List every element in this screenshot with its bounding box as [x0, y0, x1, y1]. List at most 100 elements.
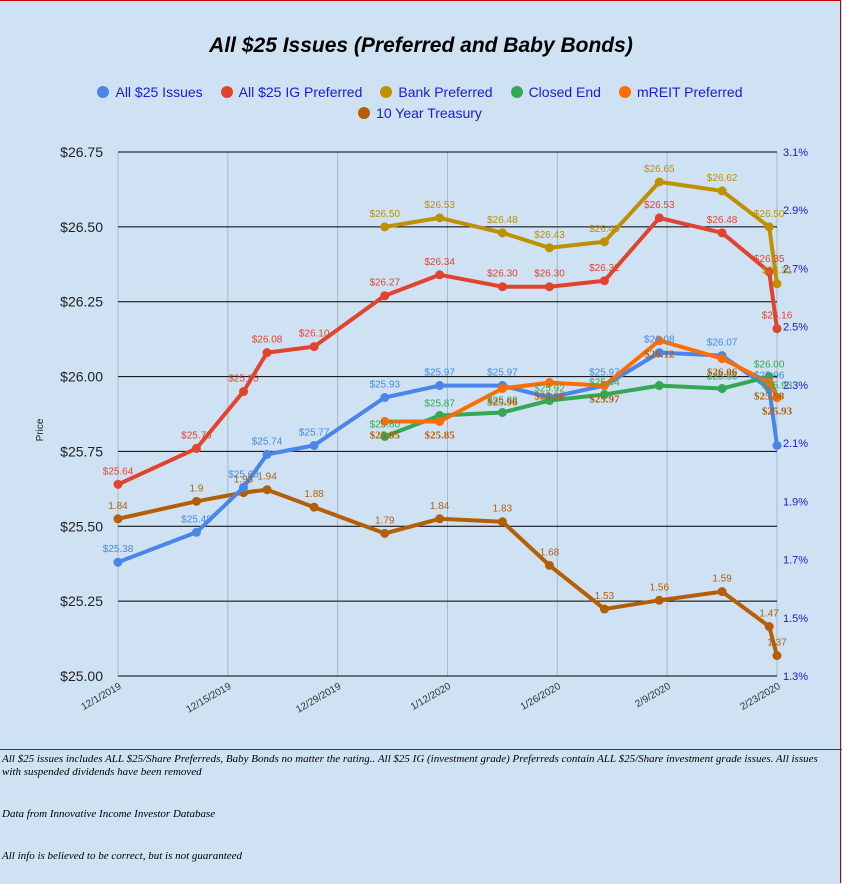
data-point-treasury	[435, 514, 445, 524]
legend-item-treasury: 10 Year Treasury	[358, 103, 482, 124]
data-label-all25: $25.77	[299, 427, 330, 438]
y-tick-label: $26.75	[60, 144, 103, 160]
data-point-bank	[544, 243, 554, 253]
legend-label: Bank Preferred	[398, 84, 493, 100]
data-label-ig: $26.27	[369, 278, 400, 289]
legend-item-all25: All $25 Issues	[97, 82, 203, 103]
data-point-ig	[772, 324, 782, 334]
data-label-mreit: $26.12	[644, 349, 675, 361]
data-label-mreit: $26.06	[707, 367, 738, 379]
data-label-treasury: 1.84	[108, 501, 128, 512]
data-label-cef: $25.92	[534, 384, 565, 395]
y-tick-label: $26.50	[60, 219, 103, 235]
x-tick-label: 2/9/2020	[633, 681, 673, 710]
data-point-cef	[717, 384, 727, 394]
data-point-ig	[380, 291, 390, 301]
data-label-all25: $25.97	[424, 368, 455, 379]
data-label-mreit: $25.98	[534, 391, 565, 403]
data-point-cef	[654, 381, 664, 391]
data-point-cef	[544, 396, 554, 406]
data-point-treasury	[599, 604, 609, 614]
legend-label: Closed End	[528, 84, 601, 100]
y2-tick-label: 2.7%	[783, 263, 808, 275]
data-point-bank	[772, 279, 782, 289]
data-label-all25: $25.96	[754, 371, 785, 382]
y2-tick-label: 3.1%	[783, 147, 808, 159]
data-label-bank: $26.62	[707, 173, 738, 184]
y2-tick-label: 1.9%	[783, 496, 808, 508]
data-point-all25	[191, 527, 201, 537]
chart-title: All $25 Issues (Preferred and Baby Bonds…	[209, 34, 633, 57]
data-label-bank: $26.45	[589, 224, 620, 235]
data-point-mreit	[717, 354, 727, 364]
x-tick-label: 12/29/2019	[294, 681, 343, 716]
data-label-bank: $26.50	[754, 209, 785, 220]
legend-marker	[510, 86, 523, 98]
data-label-all25: $25.74	[252, 436, 283, 447]
data-point-treasury	[262, 485, 272, 495]
data-point-treasury	[497, 517, 507, 527]
data-point-ig	[262, 348, 272, 358]
data-label-ig: $25.64	[103, 466, 134, 477]
data-point-ig	[764, 267, 774, 277]
data-label-treasury: 1.37	[767, 638, 787, 649]
data-point-ig	[239, 387, 249, 397]
data-label-mreit: $25.85	[370, 429, 401, 441]
data-point-all25	[262, 449, 272, 459]
data-label-ig: $26.08	[252, 335, 283, 346]
data-label-all25: $25.97	[589, 368, 620, 379]
data-label-all25: $26.07	[707, 338, 738, 349]
data-label-treasury: 1.68	[540, 547, 560, 558]
legend-marker	[380, 86, 393, 98]
data-label-ig: $25.76	[181, 430, 212, 441]
data-label-treasury: 1.83	[493, 504, 513, 515]
data-point-bank	[654, 177, 664, 187]
data-point-ig	[435, 270, 445, 280]
footnote-definitions: All $25 issues includes ALL $25/Share Pr…	[2, 753, 818, 778]
y-axis-title: Price	[35, 418, 46, 441]
data-point-mreit	[435, 416, 445, 426]
data-point-cef	[497, 408, 507, 418]
data-label-mreit: $25.97	[589, 394, 620, 406]
data-label-treasury: 1.88	[304, 489, 324, 500]
data-label-cef: $26.00	[754, 360, 785, 371]
y2-tick-label: 2.1%	[783, 438, 808, 450]
y2-tick-label: 1.7%	[783, 555, 808, 567]
data-label-ig: $26.10	[299, 329, 330, 340]
legend-item-bank: Bank Preferred	[380, 82, 493, 103]
legend-label: All $25 IG Preferred	[238, 84, 363, 100]
data-point-ig	[717, 228, 727, 238]
y-tick-label: $25.00	[60, 668, 103, 684]
data-point-treasury	[380, 528, 390, 538]
data-label-cef: $25.93	[762, 381, 793, 392]
legend-label: mREIT Preferred	[636, 84, 743, 100]
data-label-ig: $26.30	[487, 269, 518, 280]
data-label-all25: $25.63	[228, 469, 259, 480]
y2-tick-label: 2.5%	[783, 322, 808, 334]
legend-item-ig: All $25 IG Preferred	[220, 82, 363, 103]
y-tick-label: $25.50	[60, 518, 103, 534]
data-label-all25: $26.08	[644, 335, 675, 346]
data-point-treasury	[717, 587, 727, 597]
data-point-all25	[239, 482, 249, 492]
data-label-ig: $26.16	[762, 311, 793, 322]
data-point-ig	[654, 213, 664, 223]
y2-tick-label: 1.3%	[783, 671, 808, 683]
x-tick-label: 1/26/2020	[519, 681, 563, 713]
data-point-bank	[435, 213, 445, 223]
data-label-ig: $26.53	[644, 200, 675, 211]
data-label-bank: $26.43	[534, 230, 565, 241]
data-label-ig: $26.32	[589, 263, 620, 274]
data-label-bank: $26.48	[487, 215, 518, 226]
x-tick-label: 2/23/2020	[738, 681, 782, 713]
data-point-ig	[113, 479, 123, 489]
legend-item-cef: Closed End	[510, 82, 601, 103]
data-point-mreit	[599, 381, 609, 391]
data-point-bank	[764, 222, 774, 232]
legend-item-mreit: mREIT Preferred	[618, 82, 743, 103]
footnote-data-source: Data from Innovative Income Investor Dat…	[2, 808, 216, 820]
legend-marker	[358, 107, 371, 119]
y-tick-label: $26.00	[60, 369, 103, 385]
y-tick-label: $26.25	[60, 294, 103, 310]
